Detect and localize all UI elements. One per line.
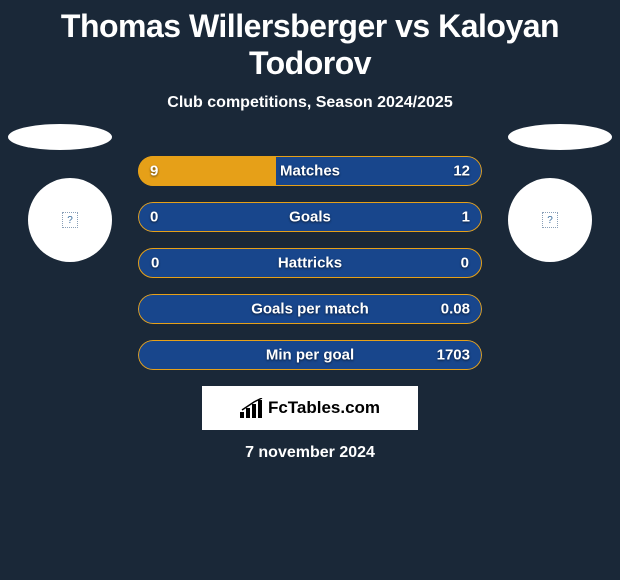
stat-bar: Goals per match 0.08 <box>138 294 482 324</box>
stat-label: Goals <box>289 209 331 226</box>
stats-bars: 9 Matches 12 0 Goals 1 0 Hattricks 0 Goals per ma… <box>138 156 482 370</box>
stat-bar: 0 Goals 1 <box>138 202 482 232</box>
date-label: 7 november 2024 <box>0 444 620 462</box>
stat-label: Min per goal <box>266 347 354 364</box>
avatar-placeholder-icon: ? <box>542 212 558 228</box>
stat-bar: 9 Matches 12 <box>138 156 482 186</box>
stat-label: Goals per match <box>251 301 369 318</box>
brand-chart-icon <box>240 398 264 418</box>
stat-label: Matches <box>280 163 340 180</box>
brand-box[interactable]: FcTables.com <box>202 386 418 430</box>
stat-bar: 0 Hattricks 0 <box>138 248 482 278</box>
stat-value-right: 1 <box>462 209 470 226</box>
stat-bar: Min per goal 1703 <box>138 340 482 370</box>
avatar-placeholder-icon: ? <box>62 212 78 228</box>
player-avatar-left: ? <box>28 178 112 262</box>
page-title: Thomas Willersberger vs Kaloyan Todorov <box>0 0 620 82</box>
subtitle: Club competitions, Season 2024/2025 <box>0 94 620 112</box>
stat-value-right: 1703 <box>437 347 470 364</box>
bar-fill-left <box>138 156 276 186</box>
player-avatar-right: ? <box>508 178 592 262</box>
team-badge-left-ellipse <box>8 124 112 150</box>
stat-label: Hattricks <box>278 255 342 272</box>
stat-value-left: 9 <box>150 163 158 180</box>
stat-value-right: 12 <box>453 163 470 180</box>
stat-value-right: 0 <box>461 255 469 272</box>
stat-value-left: 0 <box>150 209 158 226</box>
stat-value-left: 0 <box>151 255 159 272</box>
stat-value-right: 0.08 <box>441 301 470 318</box>
brand-text: FcTables.com <box>268 398 380 418</box>
team-badge-right-ellipse <box>508 124 612 150</box>
